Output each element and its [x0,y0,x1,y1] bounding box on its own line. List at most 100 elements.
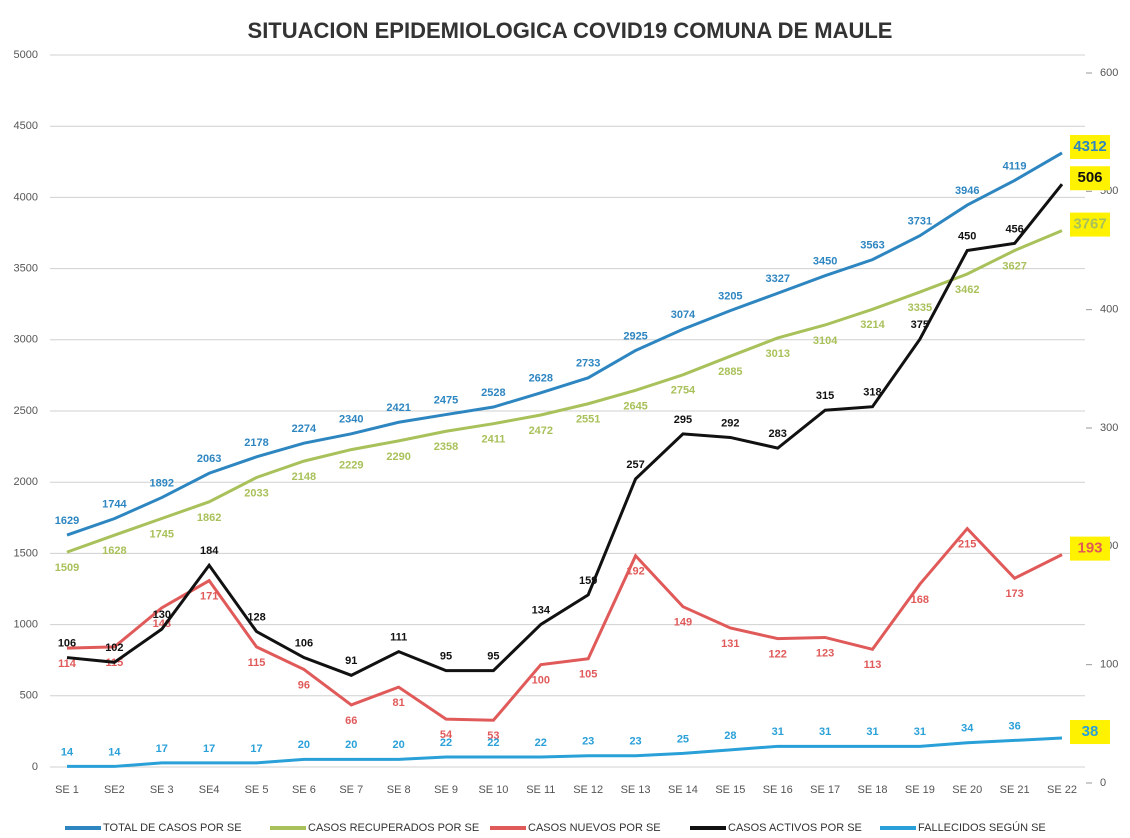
data-label: 106 [58,637,76,649]
data-label: 3214 [860,319,885,331]
data-label: 54 [440,729,453,741]
data-label: 131 [721,638,739,650]
legend-label: CASOS NUEVOS POR SE [528,822,661,834]
data-label: 149 [674,617,692,629]
data-label: 3462 [955,284,979,296]
x-tick-label: SE 11 [526,784,555,796]
data-label: 2411 [481,434,505,446]
data-label: 20 [393,739,405,751]
x-tick-label: SE 10 [478,784,508,796]
data-label: 3074 [671,309,696,321]
highlight-box [1070,212,1110,237]
data-label: 130 [153,609,171,621]
data-label: 91 [345,655,357,667]
data-label: 3767 [1073,216,1106,233]
data-label: 20 [298,739,310,751]
x-tick-label: SE 17 [810,784,840,796]
x-tick-label: SE 13 [621,784,651,796]
data-label: 3335 [908,302,932,314]
data-label: 3450 [813,256,837,268]
data-label: 123 [816,647,834,659]
x-tick-label: SE 5 [245,784,269,796]
data-label: 122 [769,649,787,661]
data-label: 31 [866,726,878,738]
data-label: 2551 [576,414,600,426]
data-label: 106 [295,637,313,649]
y2-tick-label: 300 [1100,422,1118,434]
x-tick-label: SE 22 [1047,784,1077,796]
chart-title: SITUACION EPIDEMIOLOGICA COVID19 COMUNA … [248,18,893,43]
data-label: 128 [247,611,265,623]
data-label: 66 [345,715,357,727]
y2-tick-label: 100 [1100,659,1118,671]
data-label: 2290 [386,451,410,463]
data-label: 22 [487,737,499,749]
data-label: 193 [1077,540,1102,557]
series-line [66,526,1063,722]
data-label: 96 [298,679,310,691]
x-tick-label: SE 16 [763,784,793,796]
data-label: 2754 [671,385,696,397]
data-label: 2178 [244,437,268,449]
data-label: 315 [816,390,834,402]
data-label: 215 [958,538,976,550]
data-label: 31 [819,726,831,738]
legend-label: FALLECIDOS SEGÚN SE [918,821,1046,834]
data-label: 22 [440,737,452,749]
legend-label: CASOS RECUPERADOS POR SE [308,822,479,834]
y2-tick-label: 0 [1100,777,1106,789]
data-label: 17 [250,743,262,755]
series-line [66,183,1064,677]
x-tick-label: SE 12 [573,784,603,796]
data-label: 36 [1008,720,1020,732]
data-label: 100 [532,675,550,687]
y-tick-label: 3000 [14,334,38,346]
data-label: 1892 [150,477,174,489]
x-tick-label: SE 20 [952,784,982,796]
data-label: 3946 [955,185,979,197]
data-label: 3627 [1002,260,1026,272]
data-label: 4119 [1003,160,1027,172]
y-tick-label: 4000 [14,191,38,203]
highlight-box [1070,720,1110,745]
data-label: 1745 [150,528,174,540]
y-tick-label: 2500 [14,405,38,417]
data-label: 113 [864,659,882,671]
data-label: 31 [772,726,784,738]
data-label: 2358 [434,441,458,453]
data-label: 456 [1005,223,1023,235]
data-label: 17 [203,743,215,755]
data-label: 3104 [813,335,838,347]
data-label: 257 [626,459,644,471]
y-tick-label: 500 [20,690,38,702]
x-tick-label: SE 7 [339,784,363,796]
y-tick-label: 2000 [14,476,38,488]
data-label: 2148 [292,471,316,483]
data-label: 184 [200,545,219,557]
data-label: 31 [914,726,926,738]
data-label: 105 [579,669,597,681]
data-label: 2340 [339,414,363,426]
data-label: 20 [345,739,357,751]
data-label: 318 [863,387,881,399]
data-label: 1628 [102,545,126,557]
data-label: 17 [156,743,168,755]
data-label: 25 [677,733,689,745]
legend-label: TOTAL DE CASOS POR SE [103,822,242,834]
data-label: 115 [248,657,266,669]
data-label: 159 [579,575,597,587]
y-tick-label: 1000 [14,619,38,631]
y-tick-label: 1500 [14,547,38,559]
highlight-box [1070,134,1110,159]
data-label: 450 [958,230,976,242]
data-label: 28 [724,730,736,742]
data-label: 2475 [434,394,458,406]
highlight-box [1070,166,1110,191]
data-label: 3731 [908,216,932,228]
data-label: 3327 [765,273,789,285]
data-label: 2628 [529,373,553,385]
data-label: 375 [911,319,929,331]
x-tick-label: SE 8 [387,784,411,796]
series-line [66,151,1063,537]
